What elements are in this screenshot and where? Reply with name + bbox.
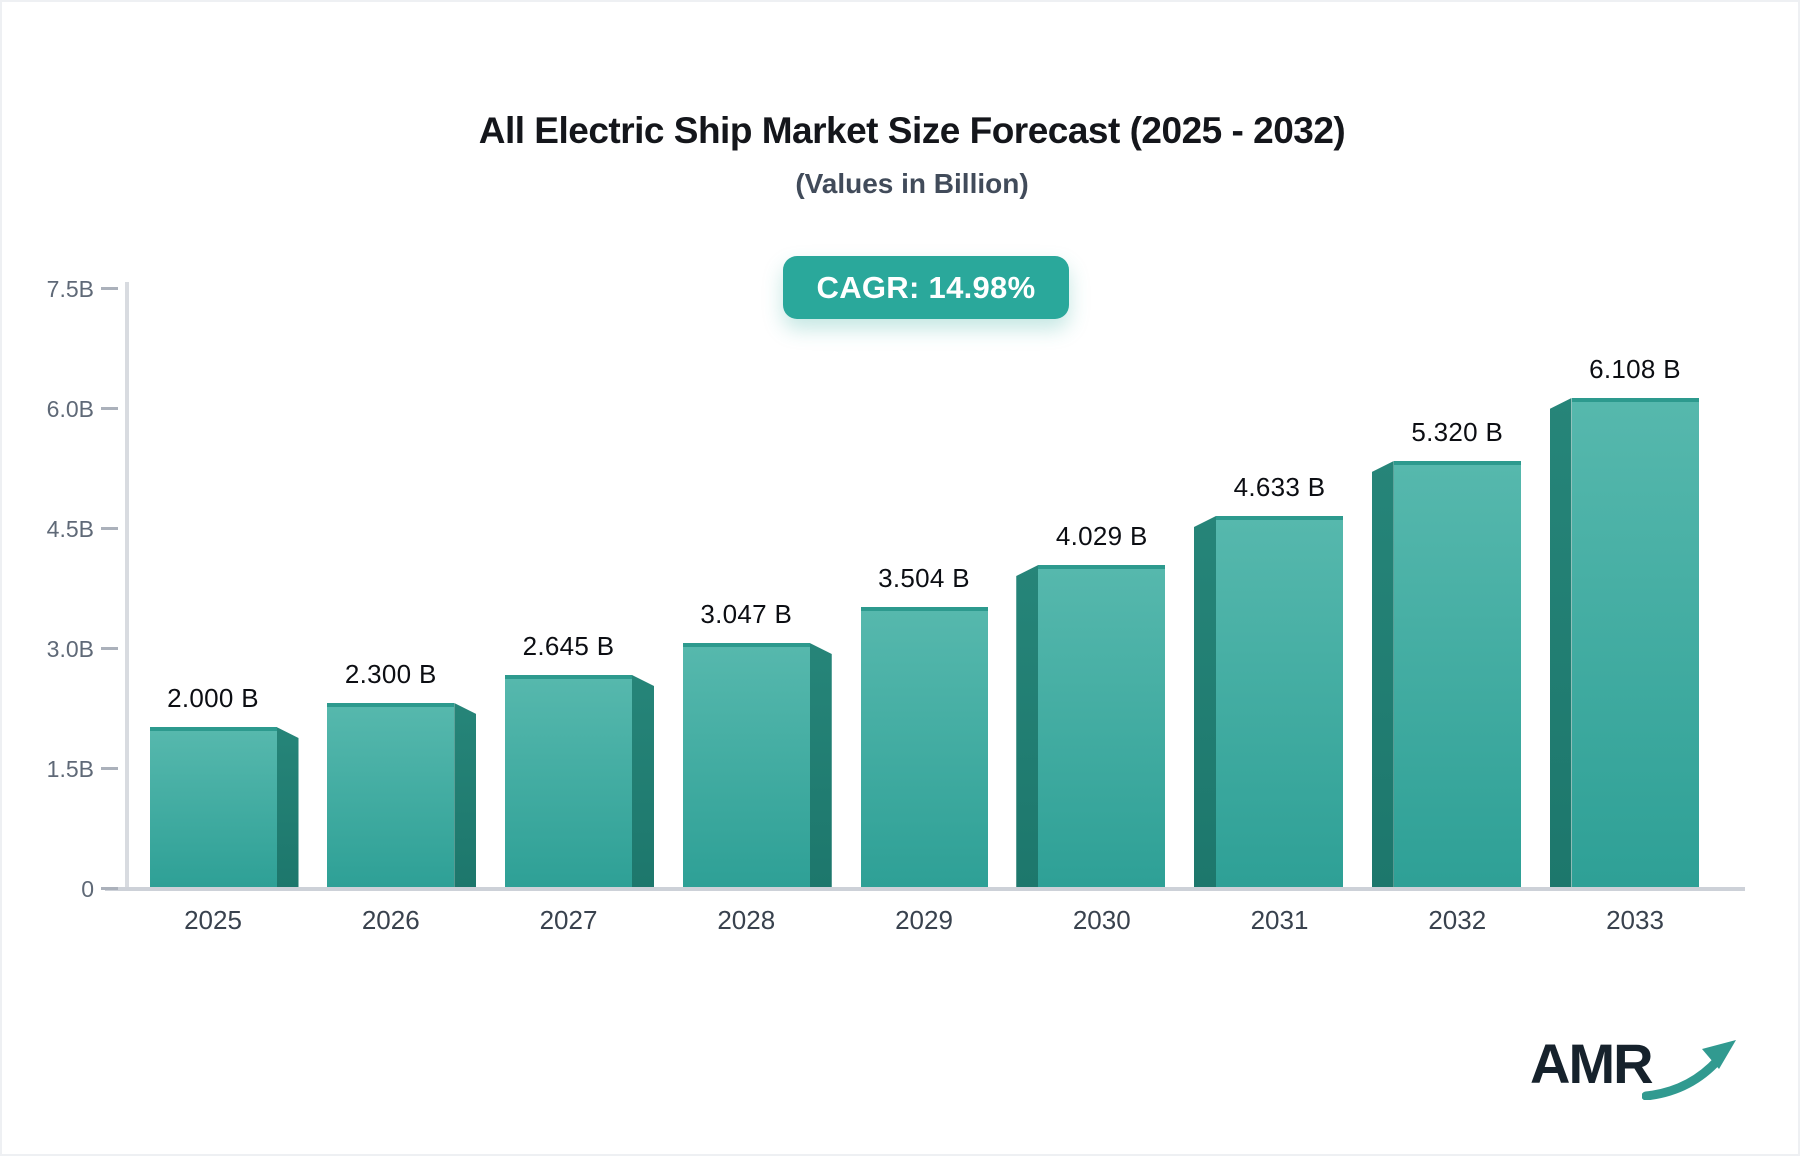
y-tick-dash	[101, 407, 118, 410]
bar-side	[1371, 461, 1394, 887]
bar-face	[1216, 516, 1343, 887]
amr-logo-text: AMR	[1530, 1032, 1654, 1095]
x-tick-label: 2025	[184, 905, 242, 935]
x-tick-label: 2031	[1250, 905, 1309, 935]
bar-face	[682, 643, 810, 887]
growth-arrow-icon	[1641, 1040, 1736, 1100]
y-axis-line	[125, 282, 129, 891]
chart-title: All Electric Ship Market Size Forecast (…	[478, 110, 1346, 151]
chart-subtitle: (Values in Billion)	[795, 168, 1029, 199]
y-tick-label: 3.0B	[46, 636, 94, 662]
y-tick-label: 6.0B	[46, 396, 94, 422]
y-tick-label: 4.5B	[46, 516, 94, 542]
x-tick-label: 2026	[361, 905, 420, 935]
x-axis-line	[105, 887, 1745, 891]
y-tick-dash	[101, 887, 118, 890]
bar-value-label: 4.029 B	[1055, 521, 1148, 551]
bar-value-label: 5.320 B	[1411, 417, 1504, 447]
x-tick-label: 2029	[895, 905, 953, 935]
y-tick-label: 0	[81, 876, 94, 902]
x-tick-label: 2027	[539, 905, 598, 935]
bar-value-label: 2.000 B	[167, 683, 259, 713]
bar-value-label: 4.633 B	[1233, 472, 1326, 502]
bar-side	[1194, 516, 1216, 887]
y-tick-dash	[101, 527, 118, 530]
y-tick-label: 1.5B	[46, 756, 94, 782]
bar-side	[809, 643, 832, 887]
x-tick-label: 2028	[717, 905, 776, 935]
bar-face	[505, 675, 632, 887]
x-tick-label: 2033	[1606, 905, 1664, 935]
bar-value-label: 3.504 B	[878, 563, 970, 593]
bar-value-label: 6.108 B	[1589, 354, 1681, 384]
x-tick-label: 2030	[1072, 905, 1131, 935]
bar-face	[1038, 565, 1166, 887]
y-tick-dash	[101, 647, 118, 650]
y-tick-label: 7.5B	[46, 276, 94, 302]
bar-face	[1393, 461, 1521, 887]
cagr-badge-label: CAGR: 14.98%	[816, 269, 1036, 305]
bar-side	[632, 675, 654, 887]
cagr-badge: CAGR: 14.98%	[783, 256, 1069, 319]
bar-side	[1549, 398, 1572, 887]
bar-value-label: 2.645 B	[522, 631, 615, 661]
bar-face	[860, 607, 988, 887]
bar-side	[1016, 565, 1039, 887]
bar-side	[454, 703, 477, 887]
x-tick-label: 2032	[1428, 905, 1487, 935]
bar-side	[276, 727, 299, 887]
bar-face	[1571, 398, 1699, 887]
y-tick-dash	[101, 767, 118, 770]
bar-face	[327, 703, 455, 887]
amr-logo: AMR	[1530, 1034, 1742, 1100]
y-tick-dash	[101, 287, 118, 290]
bar-value-label: 2.300 B	[344, 659, 437, 689]
bar-face	[149, 727, 277, 887]
bar-value-label: 3.047 B	[700, 599, 793, 629]
